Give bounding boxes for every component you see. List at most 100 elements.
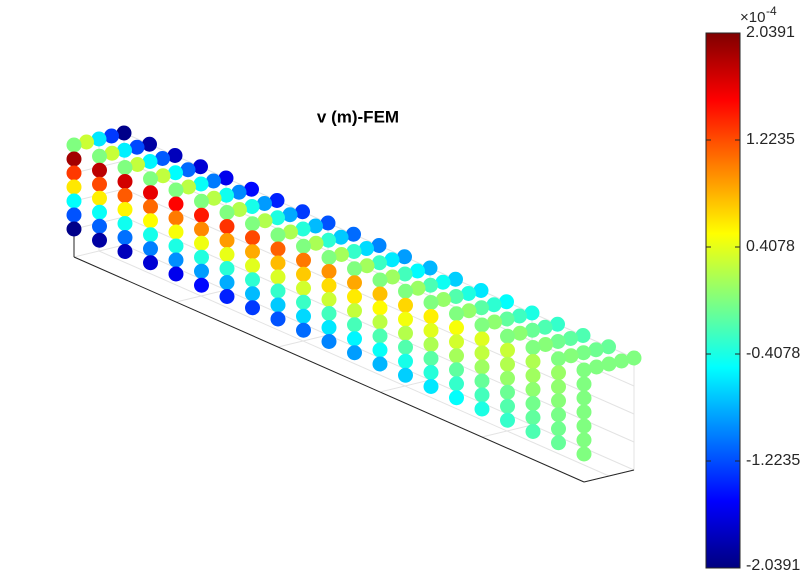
point [66,221,82,237]
point [448,271,463,287]
point [194,277,209,293]
point [372,342,388,358]
point [398,353,413,369]
point [270,227,286,243]
point [601,339,616,355]
point [576,432,592,448]
point [474,300,489,316]
point [245,230,260,246]
point [194,193,209,209]
point [423,323,439,338]
point [576,362,592,378]
point [66,179,82,195]
point [296,294,311,310]
colorbar-multiplier: ×10 [740,9,765,26]
point [194,221,209,237]
point [563,348,579,364]
point [436,292,451,307]
point [142,154,158,169]
point [219,261,235,276]
point [372,286,388,302]
point [576,418,592,434]
point [423,309,439,324]
point [423,351,439,366]
point [219,219,235,234]
point [308,235,324,251]
point [512,325,528,341]
point [130,157,145,172]
point [588,342,604,358]
point [92,148,107,164]
colorbar-scale [705,32,741,569]
point [66,193,82,209]
point [231,184,247,200]
point [525,340,541,355]
point [219,247,235,262]
point [449,320,464,336]
point [423,295,439,310]
point [92,232,107,248]
point [79,134,94,150]
point [117,230,133,245]
point [168,165,183,181]
point [461,303,477,319]
point [321,334,337,349]
point [321,320,337,335]
point [167,148,183,163]
point [219,275,235,290]
point [66,207,82,223]
point [168,252,184,268]
point [473,283,489,298]
point [269,193,285,208]
scatter-points [66,125,642,462]
point [474,359,490,375]
point [398,311,413,327]
point [270,283,286,299]
point [270,241,286,257]
point [385,269,400,285]
point [372,314,388,330]
point [500,328,515,344]
point [449,376,464,392]
point [398,283,413,299]
point [435,274,451,290]
point [398,367,413,383]
point [576,345,591,361]
point [168,224,184,240]
point [384,252,400,268]
point [576,446,592,462]
point [193,176,209,192]
point [500,384,515,400]
point [282,207,298,223]
point [168,182,184,198]
point [333,229,349,245]
point [308,218,323,234]
point [372,356,388,372]
point [449,362,464,378]
point [347,345,362,361]
point [474,331,490,347]
point [575,328,591,343]
point [423,365,439,380]
point [321,264,337,279]
point [524,305,540,321]
point [117,142,132,158]
point [551,393,566,409]
point [589,359,604,375]
point [296,280,311,296]
point [296,238,311,254]
colorbar: -2.0391 -1.2235 -0.4078 0.4078 1.2235 2.0391×… [705,4,800,574]
point [232,202,247,217]
point [474,401,490,417]
point [525,396,541,411]
point [296,308,311,324]
point [397,249,412,265]
point [142,136,157,152]
point [550,316,565,332]
point [180,162,196,178]
point [525,424,541,439]
point [206,173,221,189]
point [143,185,158,201]
point [270,269,286,285]
point [219,187,234,203]
